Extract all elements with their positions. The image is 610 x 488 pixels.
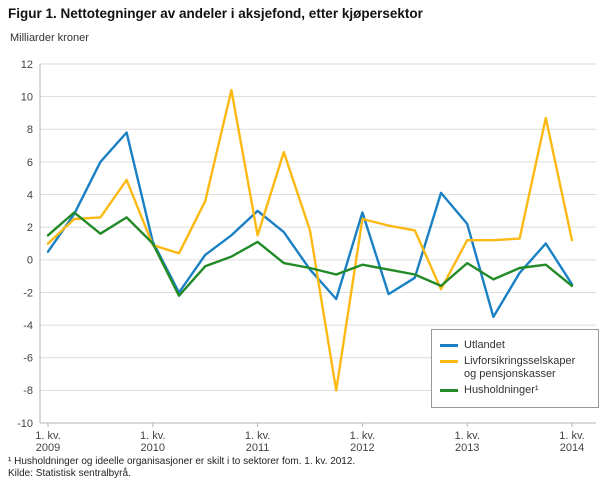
y-tick-label: 4 xyxy=(27,189,33,201)
legend-item: Utlandet xyxy=(440,339,590,352)
legend-swatch xyxy=(440,389,458,392)
x-tick-label-top: 1. kv. xyxy=(35,430,60,442)
line-chart: 12 10 8 6 4 2 0 -2 -4 -6 -8 -10 1. kv. 2009 1. kv. 2010… xyxy=(0,50,610,454)
y-tick-label: -10 xyxy=(17,418,33,430)
footnote-1: ¹ Husholdninger og ideelle organisasjone… xyxy=(8,456,356,467)
y-tick-label: -6 xyxy=(23,353,33,365)
footnote-source: Kilde: Statistisk sentralbyrå. xyxy=(8,468,131,479)
series-line-livforsikringsselskaper-og-pensjonskasser xyxy=(46,88,574,392)
x-tick-label-year: 2011 xyxy=(246,442,270,452)
series-line-husholdninger xyxy=(46,211,574,297)
chart-legend: Utlandet Livforsikringsselskaper og pensj… xyxy=(431,329,599,408)
legend-label: Utlandet xyxy=(464,339,505,351)
figure-title: Figur 1. Nettotegninger av andeler i aks… xyxy=(8,6,423,21)
legend-swatch xyxy=(440,360,458,363)
y-tick-label: 0 xyxy=(27,255,33,267)
x-tick-label-top: 1. kv. xyxy=(559,430,584,442)
legend-swatch xyxy=(440,344,458,347)
footnotes: ¹ Husholdninger og ideelle organisasjone… xyxy=(8,456,604,480)
x-tick-label-year: 2013 xyxy=(455,442,479,452)
y-tick-label: 10 xyxy=(21,91,33,103)
x-tick-label-top: 1. kv. xyxy=(140,430,165,442)
y-tick-label: 2 xyxy=(27,222,33,234)
x-tick-label-year: 2012 xyxy=(350,442,374,452)
y-tick-label: -4 xyxy=(23,320,33,332)
x-tick-label-year: 2010 xyxy=(141,442,165,452)
y-tick-label: 12 xyxy=(21,59,33,71)
legend-label: Husholdninger¹ xyxy=(464,384,539,396)
y-tick-label: -2 xyxy=(23,287,33,299)
x-tick-label-year: 2014 xyxy=(560,442,584,452)
x-tick-label-top: 1. kv. xyxy=(454,430,479,442)
y-tick-label: 6 xyxy=(27,157,33,169)
legend-item: Husholdninger¹ xyxy=(440,384,590,397)
x-tick-label-top: 1. kv. xyxy=(245,430,270,442)
legend-item: Livforsikringsselskaper og pensjonskasse… xyxy=(440,355,590,381)
y-tick-label: -8 xyxy=(23,385,33,397)
x-tick-label-top: 1. kv. xyxy=(350,430,375,442)
y-axis-unit-label: Milliarder kroner xyxy=(10,32,89,44)
legend-label: Livforsikringsselskaper og pensjonskasse… xyxy=(464,355,576,380)
series-line-utlandet xyxy=(46,131,574,319)
y-tick-label: 8 xyxy=(27,124,33,136)
x-tick-label-year: 2009 xyxy=(36,442,60,452)
